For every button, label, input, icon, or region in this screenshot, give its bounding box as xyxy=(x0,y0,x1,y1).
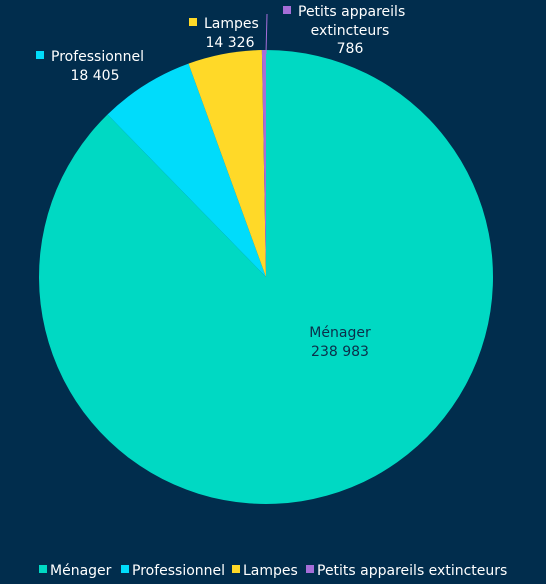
data-labels: Ménager 238 983 Professionnel 18 405 Lam… xyxy=(36,4,405,360)
label-lampes-name: Lampes xyxy=(204,16,259,32)
legend: Ménager Professionnel Lampes Petits appa… xyxy=(39,563,507,579)
label-lampes-swatch xyxy=(189,18,197,26)
legend-item-lampes: Lampes xyxy=(243,563,298,579)
label-petits-value: 786 xyxy=(337,41,364,57)
legend-swatch-petits xyxy=(306,565,314,573)
legend-swatch-menager xyxy=(39,565,47,573)
pie-slice-professionnel xyxy=(107,63,266,278)
label-petits-swatch xyxy=(283,6,291,14)
label-professionnel-swatch xyxy=(36,51,44,59)
pie-slices xyxy=(39,50,494,504)
legend-item-menager: Ménager xyxy=(50,563,112,579)
label-petits-name-1: Petits appareils xyxy=(298,4,405,20)
label-menager-name: Ménager xyxy=(309,325,371,341)
legend-item-petits: Petits appareils extincteurs xyxy=(317,563,507,579)
legend-item-professionnel: Professionnel xyxy=(132,563,225,579)
label-professionnel-name: Professionnel xyxy=(51,49,144,65)
label-petits-leader-line xyxy=(265,13,268,55)
label-lampes-value: 14 326 xyxy=(206,35,255,51)
label-menager-value: 238 983 xyxy=(311,344,369,360)
pie-slice-lampes xyxy=(188,50,266,277)
label-professionnel-value: 18 405 xyxy=(71,68,120,84)
legend-swatch-lampes xyxy=(232,565,240,573)
pie-slice-petits-appareils-extincteurs xyxy=(261,50,266,277)
label-petits-name-2: extincteurs xyxy=(311,23,390,39)
legend-swatch-professionnel xyxy=(121,565,129,573)
